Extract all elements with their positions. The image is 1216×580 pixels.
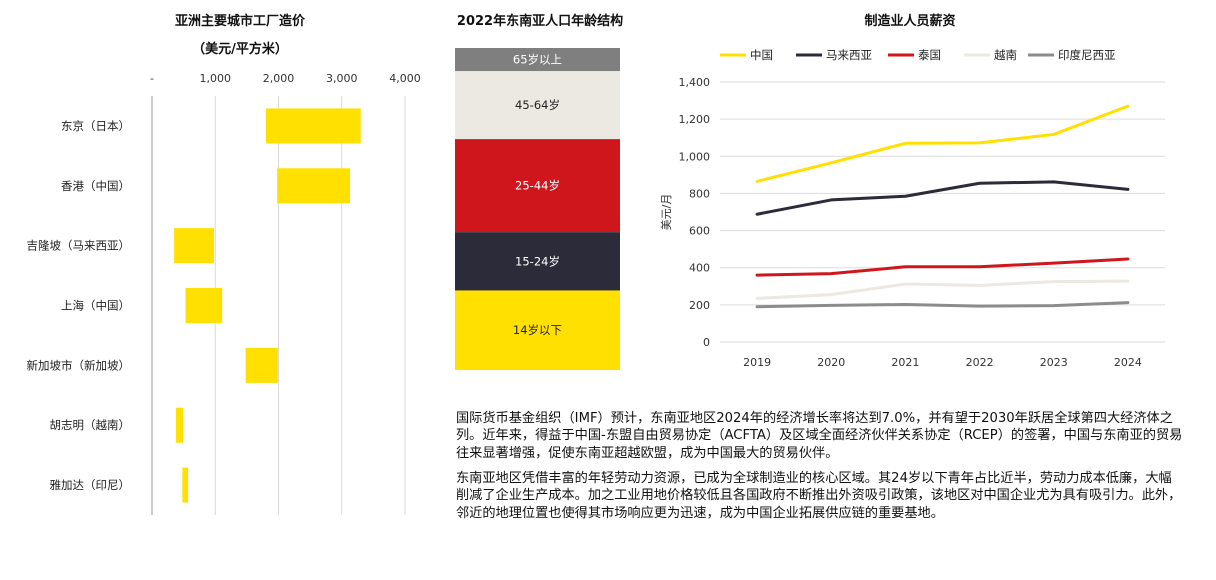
- factory-cost-chart: - 1,000 2,000 3,000 4,000 东京（日本） 香港（中国） 吉隆坡（马来西…: [27, 72, 421, 515]
- age-segment-label: 65岁以上: [513, 53, 562, 67]
- x-tick-label: 1,000: [200, 72, 232, 85]
- x-tick-label: 2,000: [263, 72, 295, 85]
- y-tick-label: 1,000: [679, 150, 711, 163]
- cost-bar: [265, 108, 361, 144]
- cost-bar: [277, 168, 350, 204]
- series-line: [755, 279, 1130, 300]
- category-label: 雅加达（印尼）: [50, 478, 131, 492]
- wage-chart-title: 制造业人员薪资: [864, 14, 956, 29]
- category-label: 吉隆坡（马来西亚）: [27, 239, 131, 253]
- x-tick-label: 2019: [743, 356, 771, 369]
- age-chart-title: 2022年东南亚人口年龄结构: [456, 14, 624, 29]
- age-segment: [455, 232, 620, 291]
- category-label: 香港（中国）: [61, 179, 130, 193]
- age-structure-chart: 65岁以上 45-64岁 25-44岁 15-24岁 14岁以下: [455, 48, 620, 370]
- cost-chart-title: 亚洲主要城市工厂造价: [174, 14, 305, 29]
- x-tick-label: 2022: [966, 356, 994, 369]
- age-segment-label: 25-44岁: [515, 179, 560, 193]
- y-tick-label: 0: [703, 336, 710, 349]
- x-tick-label: 2020: [817, 356, 845, 369]
- category-label: 上海（中国）: [61, 299, 130, 313]
- age-segment: [455, 139, 620, 233]
- cost-chart-subtitle: （美元/平方米）: [192, 42, 288, 57]
- age-segment-label: 15-24岁: [515, 254, 560, 268]
- category-label: 胡志明（越南）: [50, 418, 131, 432]
- legend-label: 越南: [994, 48, 1017, 62]
- x-tick-label: -: [150, 72, 154, 85]
- y-axis-label: 美元/月: [660, 194, 673, 231]
- legend-label: 印度尼西亚: [1058, 48, 1116, 62]
- y-tick-label: 600: [689, 225, 710, 238]
- category-label: 新加坡市（新加坡）: [27, 358, 131, 372]
- series-line: [755, 301, 1130, 309]
- x-tick-label: 4,000: [389, 72, 421, 85]
- legend-label: 马来西亚: [826, 48, 872, 62]
- y-tick-label: 400: [689, 262, 710, 275]
- cost-bar: [176, 407, 183, 443]
- age-segment-label: 45-64岁: [515, 98, 560, 112]
- age-segment: [455, 71, 620, 140]
- cost-bar: [185, 288, 223, 323]
- y-tick-label: 1,400: [679, 76, 711, 89]
- cost-bar: [174, 228, 214, 264]
- paragraph-labor: 东南亚地区凭借丰富的年轻劳动力资源，已成为全球制造业的核心区域。其24岁以下青年…: [456, 471, 1182, 521]
- wage-line-chart: 0 200 400 600 800 1,000 1,200 1,400 2019 2020 2021…: [660, 48, 1165, 369]
- y-tick-label: 1,200: [679, 113, 711, 126]
- series-line: [755, 257, 1130, 277]
- age-segment: [455, 48, 620, 72]
- category-label: 东京（日本）: [61, 119, 130, 133]
- paragraph-economy: 国际货币基金组织（IMF）预计，东南亚地区2024年的经济增长率将达到7.0%，…: [456, 411, 1183, 461]
- cost-bar: [245, 347, 278, 383]
- legend-label: 泰国: [918, 48, 941, 62]
- cost-bar: [182, 467, 189, 503]
- series-line: [755, 104, 1130, 183]
- legend-label: 中国: [750, 48, 773, 62]
- x-tick-label: 2021: [891, 356, 919, 369]
- y-tick-label: 800: [689, 187, 710, 200]
- series-line: [755, 180, 1130, 216]
- y-tick-label: 200: [689, 299, 710, 312]
- age-segment: [455, 290, 620, 370]
- age-segment-label: 14岁以下: [513, 323, 562, 337]
- x-tick-label: 2024: [1114, 356, 1142, 369]
- x-tick-label: 2023: [1040, 356, 1068, 369]
- x-tick-label: 3,000: [326, 72, 358, 85]
